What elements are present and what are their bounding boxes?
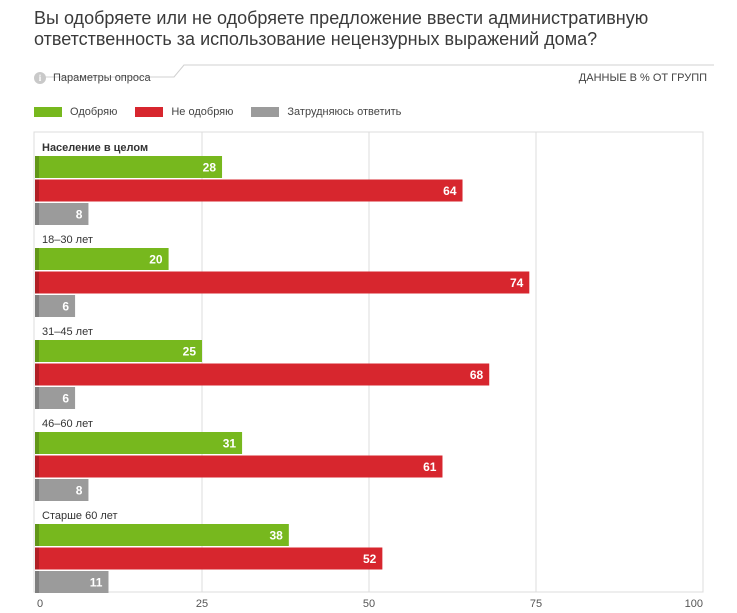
bar-approve [35, 524, 289, 546]
bar-edge-disapprove [35, 271, 39, 294]
bar-disapprove [35, 363, 490, 386]
group-label: 18–30 лет [42, 234, 93, 246]
data-label-undecided: 8 [76, 484, 83, 498]
bar-disapprove [35, 179, 463, 202]
legend-item-approve: Одобряю [34, 106, 117, 118]
bar-approve [35, 156, 223, 178]
data-label-undecided: 6 [62, 300, 69, 314]
group-label: 46–60 лет [42, 418, 93, 430]
legend: Одобряю Не одобряю Затрудняюсь ответить [34, 106, 401, 118]
x-tick-label: 25 [196, 598, 208, 610]
group-label: Население в целом [42, 142, 148, 154]
header-divider [34, 64, 714, 78]
bar-approve [35, 432, 243, 454]
bar-edge-approve [35, 524, 39, 546]
bar-edge-disapprove [35, 363, 39, 386]
x-tick-label: 0 [37, 598, 43, 610]
legend-swatch-approve [34, 107, 62, 117]
group-label: Старше 60 лет [42, 510, 118, 522]
bar-disapprove [35, 547, 383, 570]
bar-edge-undecided [35, 203, 39, 225]
bar-edge-approve [35, 340, 39, 362]
data-label-disapprove: 61 [423, 460, 437, 474]
legend-item-undecided: Затрудняюсь ответить [251, 106, 401, 118]
legend-swatch-disapprove [135, 107, 164, 117]
data-label-undecided: 8 [76, 208, 83, 222]
bar-undecided [35, 295, 76, 317]
bar-edge-approve [35, 156, 39, 178]
data-label-approve: 20 [149, 253, 163, 267]
x-tick-label: 50 [363, 598, 375, 610]
chart-title: Вы одобряете или не одобряете предложени… [34, 8, 649, 49]
bar-edge-disapprove [35, 547, 39, 570]
bar-edge-undecided [35, 295, 39, 317]
bar-undecided [35, 571, 109, 593]
bar-edge-undecided [35, 387, 39, 409]
bar-edge-disapprove [35, 455, 39, 478]
data-label-approve: 38 [269, 529, 283, 543]
data-label-disapprove: 74 [510, 276, 524, 290]
legend-label-undecided: Затрудняюсь ответить [287, 106, 402, 118]
x-tick-label: 75 [530, 598, 542, 610]
bar-edge-undecided [35, 571, 39, 593]
bar-edge-disapprove [35, 179, 39, 202]
group-label: 31–45 лет [42, 326, 93, 338]
data-label-undecided: 11 [90, 576, 103, 590]
bar-disapprove [35, 271, 530, 294]
bar-edge-approve [35, 432, 39, 454]
survey-parameters-label: Параметры опроса [53, 72, 151, 84]
data-label-disapprove: 64 [443, 184, 457, 198]
data-label-disapprove: 68 [470, 368, 484, 382]
bar-approve [35, 248, 169, 270]
bar-approve [35, 340, 202, 362]
bar-edge-approve [35, 248, 39, 270]
survey-parameters-link[interactable]: i Параметры опроса [34, 72, 151, 84]
data-label-disapprove: 52 [363, 552, 377, 566]
data-label-undecided: 6 [62, 392, 69, 406]
bar-undecided [35, 203, 89, 225]
x-tick-label: 100 [685, 598, 703, 610]
data-label-approve: 31 [223, 437, 237, 451]
data-label-approve: 28 [203, 161, 217, 175]
bar-edge-undecided [35, 479, 39, 501]
legend-swatch-undecided [251, 107, 280, 117]
units-label: ДАННЫЕ В % ОТ ГРУПП [578, 72, 707, 84]
legend-item-disapprove: Не одобряю [135, 106, 233, 118]
bar-undecided [35, 479, 89, 501]
legend-label-disapprove: Не одобряю [171, 106, 234, 118]
bar-disapprove [35, 455, 443, 478]
legend-label-approve: Одобряю [70, 106, 118, 118]
bar-undecided [35, 387, 76, 409]
data-label-approve: 25 [183, 345, 197, 359]
info-icon: i [34, 72, 46, 84]
